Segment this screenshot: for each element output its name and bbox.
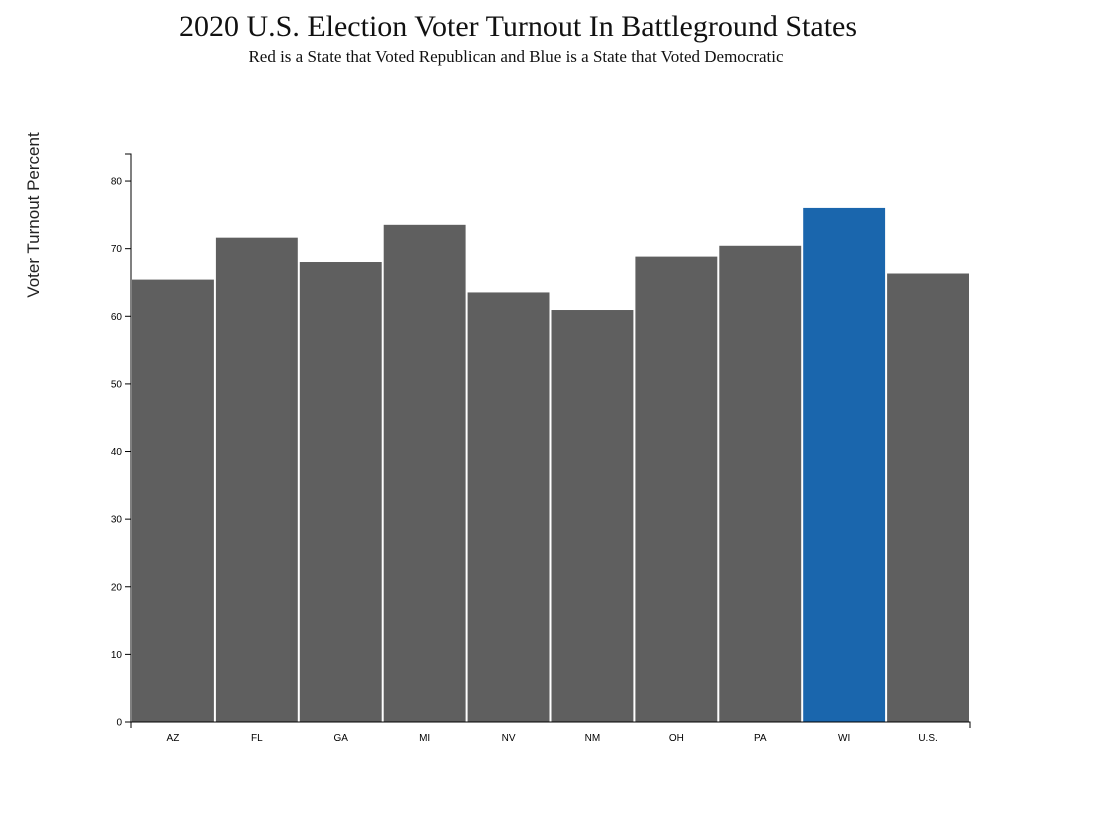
y-axis-line xyxy=(125,153,132,723)
chart-subtitle: Red is a State that Voted Republican and… xyxy=(248,47,784,66)
x-tick-label: NM xyxy=(585,733,601,744)
x-tick: NM xyxy=(585,733,601,744)
y-tick-label: 70 xyxy=(111,244,123,255)
y-tick: 60 xyxy=(111,312,131,323)
y-tick-label: 30 xyxy=(111,515,123,526)
bar-fl xyxy=(214,236,299,723)
chart-title: 2020 U.S. Election Voter Turnout In Batt… xyxy=(178,10,858,43)
x-axis: AZ FL GA MI NV NM OH PA WI U.S. xyxy=(130,721,971,744)
x-tick: U.S. xyxy=(918,733,937,744)
y-tick: 0 xyxy=(116,718,131,729)
y-tick-label: 0 xyxy=(116,718,122,729)
y-axis: 0 10 20 30 40 50 60 70 80 xyxy=(111,153,132,729)
x-tick-label: FL xyxy=(251,733,263,744)
x-tick: NV xyxy=(502,733,516,744)
bar-oh xyxy=(634,255,719,723)
bar-nv xyxy=(466,291,551,723)
y-tick: 40 xyxy=(111,447,131,458)
x-tick: AZ xyxy=(167,733,180,744)
y-tick: 10 xyxy=(111,650,131,661)
x-tick-label: WI xyxy=(838,733,850,744)
y-tick-label: 80 xyxy=(111,177,123,188)
bar-nm xyxy=(550,309,635,723)
x-tick: WI xyxy=(838,733,850,744)
x-tick-label: MI xyxy=(419,733,430,744)
bar-u-s xyxy=(886,272,970,723)
x-tick-label: PA xyxy=(754,733,767,744)
y-tick-label: 60 xyxy=(111,312,123,323)
x-tick: PA xyxy=(754,733,767,744)
bar-wi xyxy=(802,206,887,723)
bar-ga xyxy=(298,261,383,723)
y-tick-label: 50 xyxy=(111,379,123,390)
bar-pa xyxy=(718,244,803,723)
bar-az xyxy=(131,278,215,723)
y-tick: 50 xyxy=(111,379,131,390)
y-tick: 80 xyxy=(111,177,131,188)
x-tick: OH xyxy=(669,733,684,744)
y-tick-label: 20 xyxy=(111,582,123,593)
y-tick-label: 40 xyxy=(111,447,123,458)
x-tick: MI xyxy=(419,733,430,744)
x-tick-label: U.S. xyxy=(918,733,937,744)
bars-group xyxy=(131,206,970,723)
x-tick: GA xyxy=(334,733,349,744)
x-tick-label: OH xyxy=(669,733,684,744)
x-tick: FL xyxy=(251,733,263,744)
x-tick-label: GA xyxy=(334,733,349,744)
x-axis-line xyxy=(130,721,971,728)
y-tick: 30 xyxy=(111,515,131,526)
bar-mi xyxy=(382,223,467,723)
x-tick-label: AZ xyxy=(167,733,180,744)
x-tick-label: NV xyxy=(502,733,516,744)
y-tick: 20 xyxy=(111,582,131,593)
y-tick: 70 xyxy=(111,244,131,255)
y-tick-label: 10 xyxy=(111,650,123,661)
